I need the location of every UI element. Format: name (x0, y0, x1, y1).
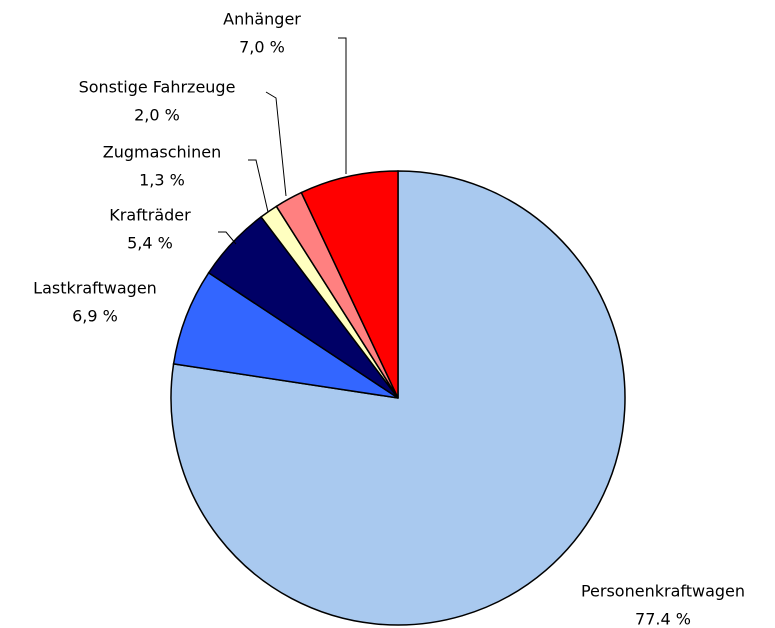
slice-label: Zugmaschinen (103, 143, 222, 162)
pie-slice (300, 170, 399, 399)
slice-label: Sonstige Fahrzeuge (79, 78, 236, 97)
leader-line (265, 91, 287, 197)
pie-slice (170, 170, 626, 626)
slice-label: Lastkraftwagen (33, 279, 157, 298)
slice-value-label: 5,4 % (127, 234, 173, 253)
leader-line (248, 159, 269, 213)
slice-value-label: 77.4 % (635, 610, 691, 628)
leader-line (218, 231, 237, 245)
slice-value-label: 2,0 % (134, 106, 180, 125)
slice-label: Krafträder (109, 206, 191, 225)
slice-value-label: 6,9 % (72, 307, 118, 326)
slice-label: Anhänger (223, 10, 301, 29)
slice-value-label: 1,3 % (139, 171, 185, 190)
leader-line (338, 37, 347, 174)
slice-label: Personenkraftwagen (581, 582, 745, 601)
slice-value-label: 7,0 % (239, 38, 285, 57)
